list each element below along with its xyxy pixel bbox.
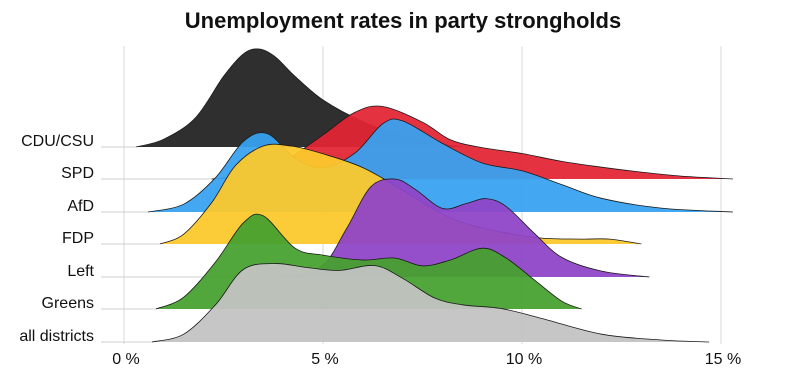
row-label-afd: AfD: [67, 198, 94, 215]
x-tick-label: 10 %: [506, 351, 542, 368]
ridge-area-cdu-csu: [135, 48, 463, 147]
x-tick-label: 15 %: [705, 351, 741, 368]
row-label-spd: SPD: [61, 165, 94, 182]
row-label-cdu-csu: CDU/CSU: [21, 133, 94, 150]
x-tick-label: 5 %: [311, 351, 339, 368]
ridge-outline-greens: [155, 213, 582, 310]
ridge-outline-afd: [147, 118, 733, 213]
row-label-all-districts: all districts: [19, 328, 94, 345]
labels-layer: Unemployment rates in party strongholds …: [19, 8, 741, 368]
row-label-fdp: FDP: [62, 230, 94, 247]
ridge-area-left: [251, 178, 650, 277]
chart-title: Unemployment rates in party strongholds: [185, 8, 621, 33]
ridge-area-all-districts: [151, 263, 710, 342]
ridge-outline-fdp: [159, 143, 642, 245]
row-label-left: Left: [67, 263, 94, 280]
ridges-layer: [101, 48, 733, 343]
ridge-outline-all-districts: [151, 263, 710, 343]
x-tick-label: 0 %: [112, 351, 140, 368]
row-label-greens: Greens: [42, 295, 94, 312]
